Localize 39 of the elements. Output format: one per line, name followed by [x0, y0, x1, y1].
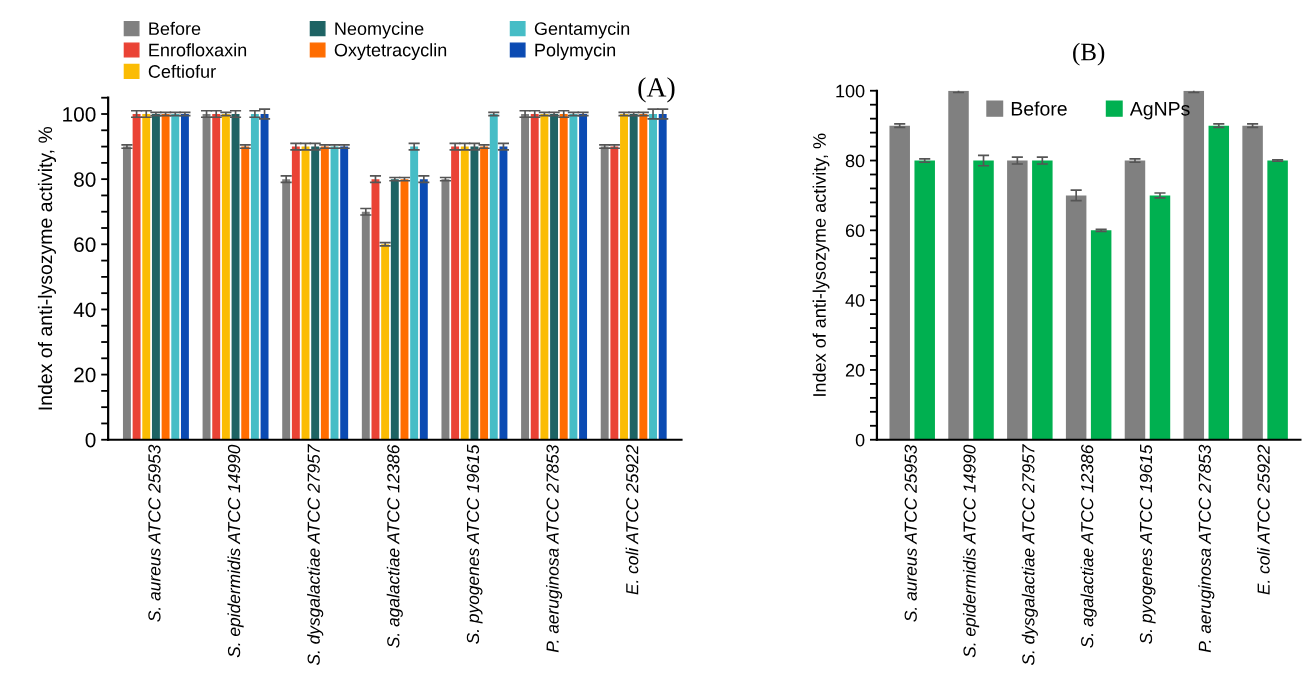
y-tick-label: 20 — [845, 363, 865, 377]
legend-label: Ceftiofur — [148, 64, 216, 78]
x-tick-label: E. coli ATCC 25922 — [1257, 444, 1270, 595]
y-axis-title: Index of anti-lysozyme activity, % — [812, 133, 830, 396]
y-tick-label: 60 — [74, 237, 96, 253]
y-tick-label: 0 — [855, 433, 865, 447]
x-tick-label: S. aureus ATCC 25953 — [148, 444, 161, 622]
y-tick-label: 100 — [836, 84, 865, 98]
x-tick-label: S. epidermidis ATCC 14990 — [962, 444, 980, 658]
y-tick-label: 80 — [845, 154, 865, 168]
x-tick-label: P. aeruginosa ATCC 27853 — [1198, 444, 1215, 653]
x-tick-label: S. dysgalactiae ATCC 27957 — [1021, 444, 1038, 666]
y-tick-label: 20 — [74, 367, 96, 383]
y-tick-label: 60 — [845, 224, 865, 238]
legend-label: Enrofloxaxin — [149, 43, 247, 57]
y-tick-label: 80 — [74, 172, 96, 187]
x-tick-label: S. pyogenes ATCC 19615 — [466, 444, 483, 644]
x-tick-label: S. agalactiae ATCC 12386 — [386, 444, 403, 648]
y-tick-label: 0 — [85, 432, 96, 448]
y-axis-title: Index of anti-lysozyme activity, % — [37, 126, 57, 410]
chart-title: (A) — [638, 77, 675, 103]
legend-label: Before — [149, 21, 201, 36]
x-tick-label: P. aeruginosa ATCC 27853 — [545, 444, 563, 653]
x-tick-label: S. dysgalactiae ATCC 27957 — [307, 444, 324, 666]
legend-label: Polymycin — [535, 43, 616, 61]
y-tick-label: 40 — [73, 302, 96, 318]
legend-label: AgNPs — [1129, 102, 1190, 120]
x-tick-label: S. agalactiae ATCC 12386 — [1080, 444, 1097, 648]
y-tick-label: 100 — [63, 107, 96, 122]
x-tick-label: S. epidermidis ATCC 14990 — [227, 444, 244, 658]
x-tick-label: E. coli ATCC 25922 — [625, 444, 639, 595]
x-tick-label: S. pyogenes ATCC 19615 — [1139, 444, 1156, 644]
chart-title: (B) — [1073, 42, 1105, 66]
y-tick-label: 40 — [845, 294, 865, 307]
x-tick-label: S. aureus ATCC 25953 — [904, 444, 917, 622]
legend-label: Before — [1011, 101, 1067, 116]
legend-label: Oxytetracyclin — [334, 43, 447, 61]
legend-label: Neomycine — [335, 21, 424, 39]
legend-label: Gentamycin — [534, 21, 630, 39]
